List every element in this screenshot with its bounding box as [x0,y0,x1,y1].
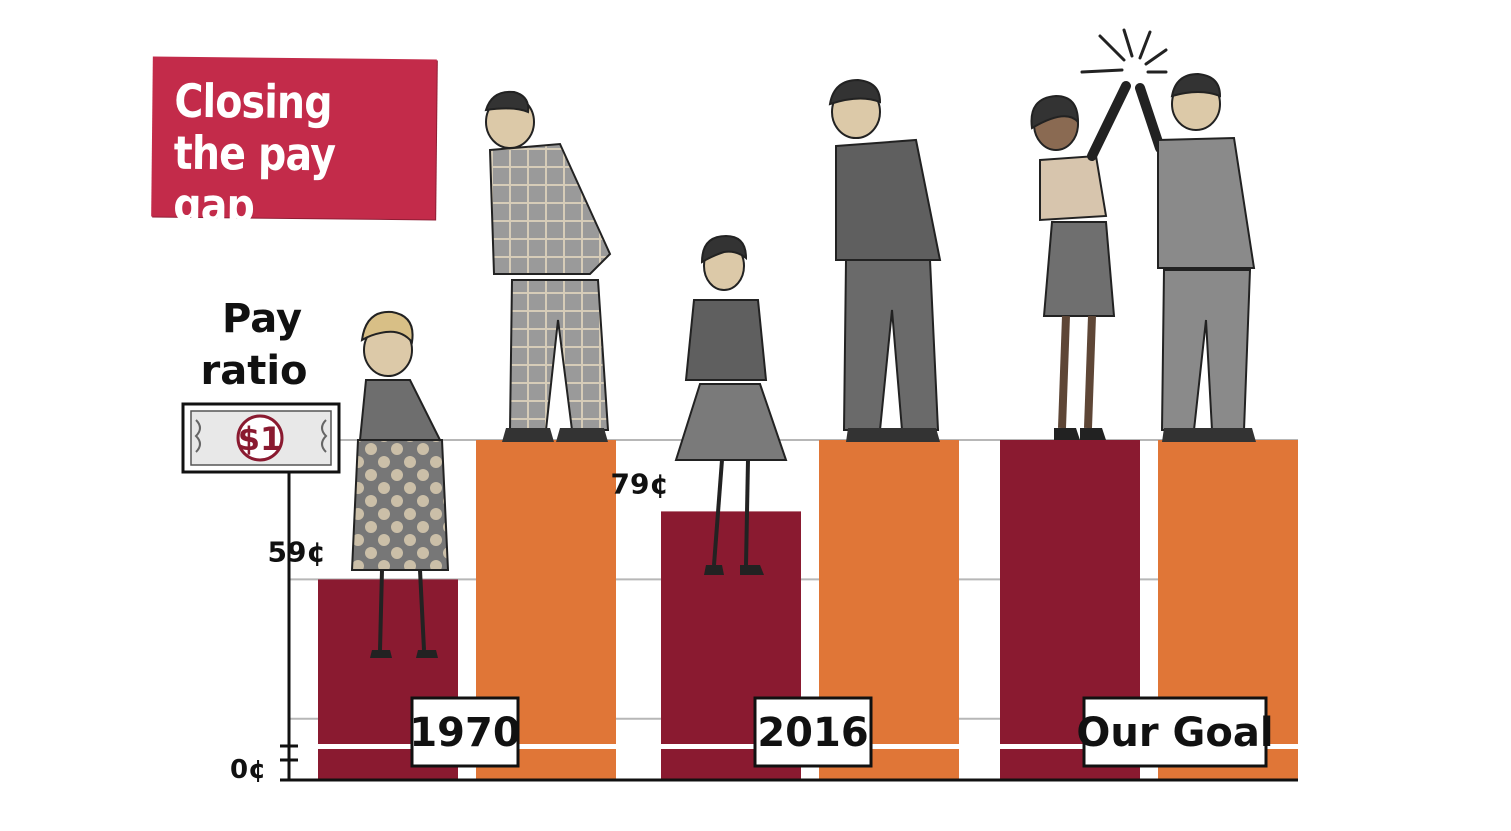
bar-stripe [1000,744,1140,749]
svg-text:Our Goal: Our Goal [1076,710,1273,756]
man-2016-figure [828,78,942,442]
data-label-2016: 79¢ [611,467,669,500]
man-1970-figure [484,90,612,442]
bar-stripe [318,744,458,749]
high-five-burst-icon [1080,28,1168,74]
dollar-label: $1 [238,420,283,458]
bar-stripe [819,744,959,749]
y-axis-label-line2: ratio [200,348,307,394]
category-label-2016: 2016 [753,696,873,768]
woman-1970-figure [350,310,450,658]
bar-stripe [476,744,616,749]
y-axis-label-line1: Pay [222,296,302,342]
zero-label: 0¢ [230,755,266,785]
woman-goal-figure [1030,81,1131,440]
category-label-our-goal: Our Goal [1076,696,1274,768]
bars: 59¢ 79¢ [268,440,1298,780]
bar-baseline-strips: 1970 2016 Our Goal [318,696,1298,768]
category-label-1970: 1970 [409,696,521,768]
data-label-1970: 59¢ [268,535,326,568]
man-goal-figure [1135,72,1256,442]
woman-2016-figure [674,234,788,575]
svg-text:2016: 2016 [757,710,868,756]
svg-text:1970: 1970 [409,710,520,756]
dollar-bill-icon: $1 [181,402,341,474]
bar-stripe [661,744,801,749]
